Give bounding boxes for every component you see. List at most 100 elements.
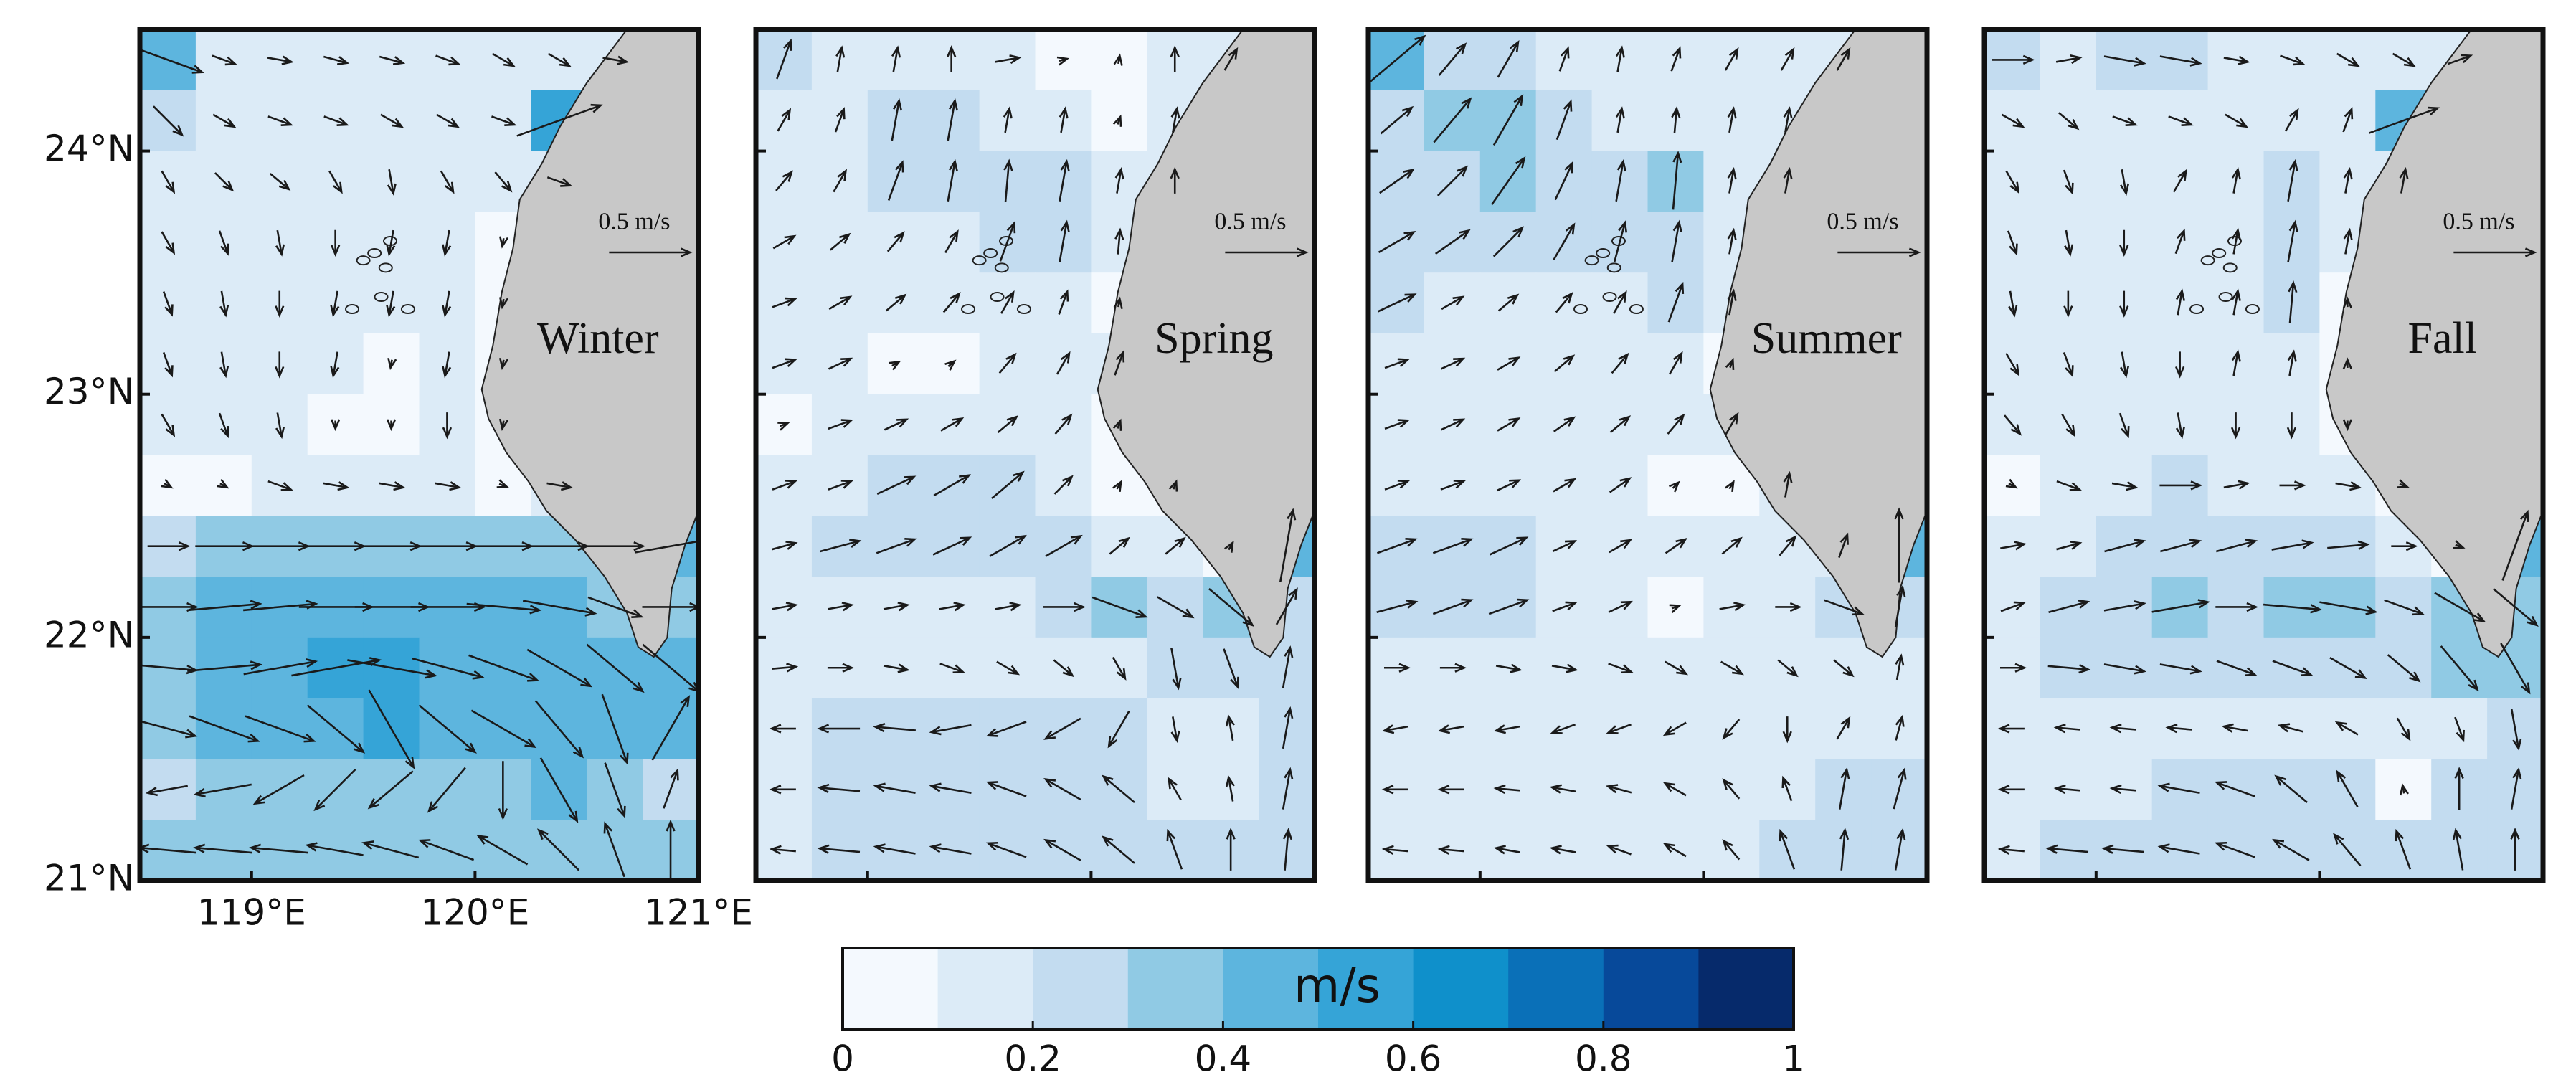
current-arrow — [777, 422, 790, 431]
current-arrow — [1170, 106, 1180, 133]
current-arrow — [361, 840, 420, 859]
island — [1584, 255, 1599, 266]
current-arrow — [2214, 841, 2255, 858]
current-arrow — [2288, 280, 2298, 323]
current-arrow — [2000, 601, 2027, 612]
current-arrow — [1727, 227, 1737, 255]
current-arrow — [587, 596, 644, 618]
island — [972, 255, 987, 266]
current-arrow — [387, 357, 397, 371]
current-arrow — [442, 351, 452, 379]
current-arrow — [306, 704, 366, 754]
current-arrow — [2005, 478, 2018, 489]
current-arrow — [1497, 40, 1520, 78]
current-arrow — [929, 782, 972, 795]
current-arrow — [1043, 778, 1081, 801]
current-arrow — [775, 170, 793, 191]
y-tick-label: 22°N — [44, 614, 134, 655]
current-arrow — [1114, 166, 1124, 194]
current-arrow — [466, 602, 542, 615]
current-arrow — [2151, 599, 2210, 613]
current-arrow — [2280, 54, 2306, 66]
current-arrow — [189, 715, 260, 743]
current-arrow — [1553, 354, 1576, 373]
current-arrow — [161, 478, 174, 489]
current-arrow — [1440, 418, 1466, 431]
current-arrow — [1282, 706, 1294, 749]
current-arrow — [772, 480, 798, 490]
x-tick-label: 120°E — [420, 892, 529, 934]
current-arrow — [1053, 659, 1074, 678]
reference-arrow — [1225, 247, 1309, 257]
current-arrow — [999, 221, 1016, 262]
y-tick-label: 24°N — [44, 128, 134, 169]
current-arrow — [442, 229, 452, 257]
current-arrow — [891, 45, 901, 72]
current-arrow — [161, 170, 176, 194]
current-arrow — [817, 724, 861, 734]
current-arrow — [1839, 828, 1850, 871]
current-arrow — [1053, 475, 1074, 495]
current-arrow — [305, 842, 364, 856]
current-arrow — [817, 783, 861, 794]
current-arrow — [1671, 219, 1682, 262]
current-arrow — [1724, 412, 1739, 436]
current-arrow — [1668, 480, 1680, 493]
reference-arrow — [2453, 247, 2537, 257]
current-arrow — [147, 541, 191, 551]
current-arrow — [1225, 714, 1235, 741]
current-arrow — [833, 169, 847, 193]
colorbar-tick-label: 0.2 — [1004, 1038, 1061, 1080]
land — [1709, 29, 1927, 658]
current-arrow — [2111, 481, 2139, 491]
current-arrow — [331, 419, 341, 432]
current-arrow — [1493, 724, 1520, 734]
current-arrow — [2274, 774, 2308, 803]
current-arrow — [536, 828, 580, 871]
current-arrow — [876, 475, 917, 496]
colorbar-bin — [1603, 948, 1699, 1030]
current-arrow — [2048, 599, 2090, 614]
current-arrow — [2112, 115, 2138, 126]
current-arrow — [1777, 659, 1799, 678]
current-arrow — [1114, 350, 1125, 376]
current-arrow — [161, 413, 176, 437]
current-arrow — [1381, 785, 1408, 795]
current-arrow — [2103, 663, 2146, 675]
current-arrow — [470, 709, 537, 749]
current-arrow — [1223, 47, 1239, 71]
current-arrow — [2160, 539, 2202, 553]
current-arrow — [873, 723, 916, 733]
current-arrow — [776, 38, 792, 80]
current-arrow — [1441, 295, 1465, 311]
land — [2325, 29, 2543, 658]
current-arrow — [526, 648, 593, 688]
current-arrow — [1665, 660, 1689, 676]
current-arrow — [817, 844, 861, 854]
island — [1602, 292, 1617, 303]
current-arrow — [1725, 357, 1735, 371]
current-arrow — [2454, 767, 2464, 810]
current-arrow — [145, 785, 188, 797]
current-arrow — [1775, 602, 1802, 612]
current-arrow — [516, 103, 603, 137]
current-arrow — [1549, 784, 1576, 794]
current-arrow — [1043, 717, 1081, 740]
current-arrow — [2434, 592, 2486, 622]
current-arrow — [2327, 540, 2370, 550]
y-tick-label: 23°N — [44, 371, 134, 412]
current-arrow — [1722, 719, 1741, 740]
current-arrow — [2342, 296, 2352, 309]
current-arrow — [2510, 767, 2522, 810]
colorbar-bin — [1223, 948, 1319, 1030]
island — [2222, 262, 2238, 273]
current-arrow — [1437, 785, 1464, 795]
island — [983, 248, 998, 259]
current-arrow — [663, 768, 679, 809]
colorbar-tick-label: 0 — [831, 1038, 854, 1080]
current-arrow — [1492, 226, 1525, 257]
current-arrow — [2287, 349, 2297, 376]
current-arrow — [492, 52, 516, 67]
panel-frame — [1365, 27, 1930, 883]
island — [1606, 262, 1621, 273]
